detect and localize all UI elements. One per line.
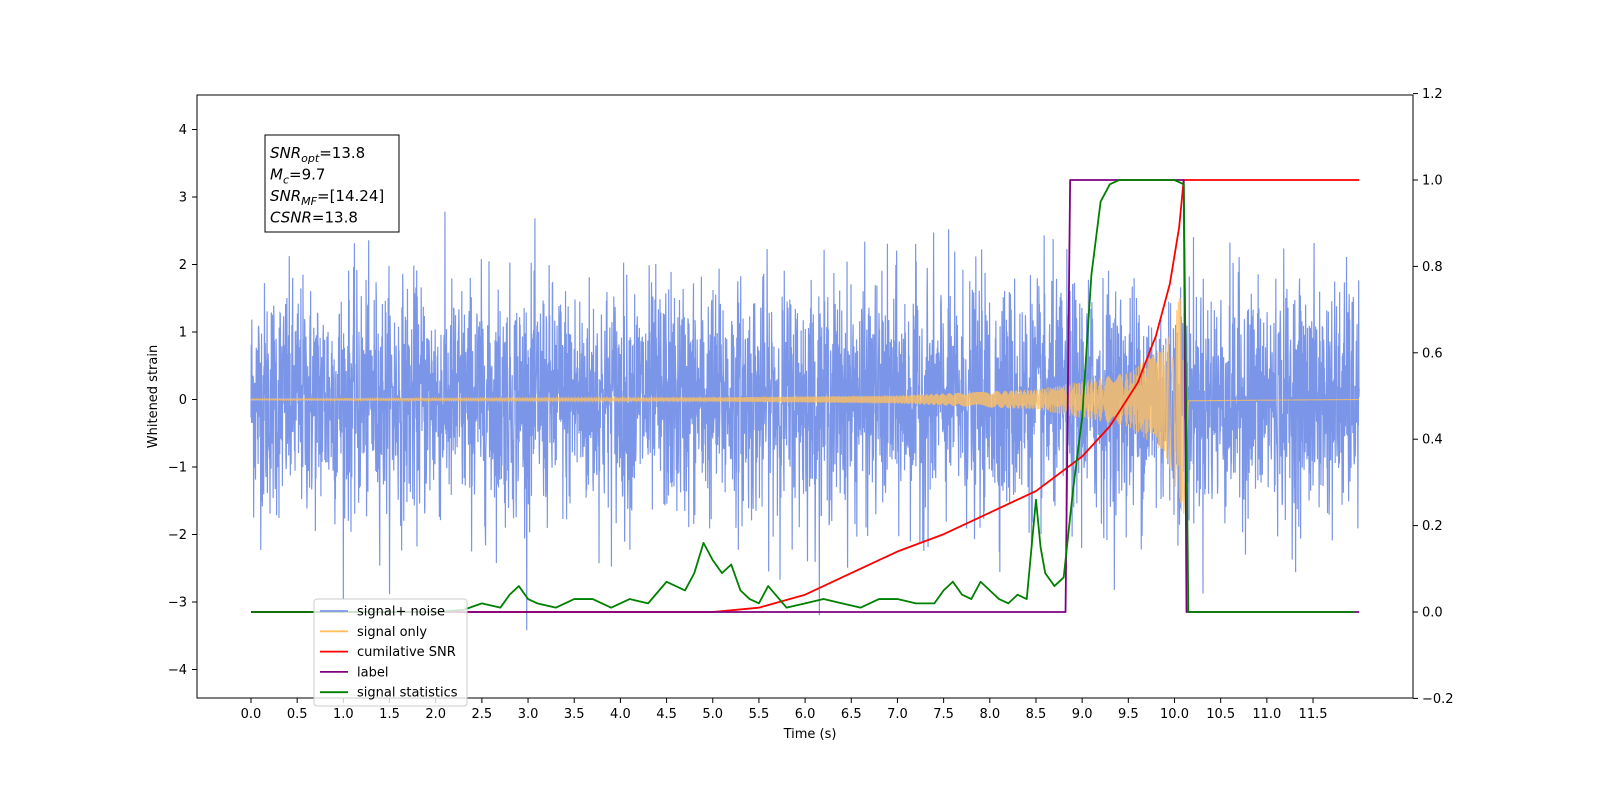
legend-label: signal only xyxy=(357,625,427,640)
y-tick-label: −1 xyxy=(168,461,187,476)
x-tick-label: 11.5 xyxy=(1299,707,1328,722)
y-tick-label: −2 xyxy=(168,528,187,543)
y-axis-label: Whitened strain xyxy=(146,345,161,448)
legend-label: cumilative SNR xyxy=(357,645,456,660)
y2-tick-label: 1.2 xyxy=(1422,87,1443,102)
x-tick-label: 7.0 xyxy=(887,707,908,722)
y2-tick-label: 1.0 xyxy=(1422,174,1443,189)
annotation-value: =9.7 xyxy=(289,166,325,184)
series-signal-noise-line xyxy=(250,211,1360,631)
x-tick-label: 3.5 xyxy=(564,707,585,722)
annotation-symbol: CSNR xyxy=(270,209,312,227)
x-tick-label: 2.0 xyxy=(425,707,446,722)
annotation-value: =13.8 xyxy=(319,144,365,162)
y2-tick-label: 0.6 xyxy=(1422,346,1443,361)
y-tick-label: 1 xyxy=(179,326,187,341)
annotation-symbol: SNR xyxy=(270,187,301,205)
legend-label: signal+ noise xyxy=(357,605,445,620)
x-tick-label: 9.0 xyxy=(1072,707,1093,722)
x-tick-label: 0.0 xyxy=(241,707,262,722)
x-tick-label: 1.0 xyxy=(333,707,354,722)
x-axis-label: Time (s) xyxy=(783,727,837,742)
y-tick-label: 2 xyxy=(179,258,187,273)
x-tick-label: 3.0 xyxy=(518,707,539,722)
legend-label: signal statistics xyxy=(357,686,458,701)
x-tick-label: 0.5 xyxy=(287,707,308,722)
legend: signal+ noise signal only cumilative SNR la… xyxy=(313,598,468,707)
y-tick-label: 3 xyxy=(179,191,187,206)
x-tick-label: 7.5 xyxy=(933,707,954,722)
x-tick-label: 5.5 xyxy=(749,707,770,722)
annotation-line: SNRopt=13.8 xyxy=(270,144,365,165)
series-cumilative-snr-line xyxy=(251,179,1360,613)
y2-tick-label: 0.8 xyxy=(1422,260,1443,275)
legend-frame xyxy=(313,598,468,707)
series-signal-only-line xyxy=(250,298,1360,514)
x-tick-label: 4.5 xyxy=(656,707,677,722)
x-tick-label: 8.0 xyxy=(979,707,1000,722)
y-tick-label: 0 xyxy=(179,393,187,408)
annotation-subscript: MF xyxy=(301,195,317,208)
annotation-line: SNRMF=[14.24] xyxy=(270,187,384,208)
x-tick-label: 8.5 xyxy=(1026,707,1047,722)
x-tick-label: 6.0 xyxy=(795,707,816,722)
y-tick-label: 4 xyxy=(179,123,187,138)
y2-tick-label: −0.2 xyxy=(1422,692,1454,707)
annotation-value: =[14.24] xyxy=(317,187,384,205)
annotation-value: =13.8 xyxy=(312,209,358,227)
y2-tick-label: 0.4 xyxy=(1422,433,1443,448)
annotation-symbol: SNR xyxy=(270,144,301,162)
x-tick-label: 10.0 xyxy=(1160,707,1189,722)
x-tick-label: 4.0 xyxy=(610,707,631,722)
x-tick-label: 2.5 xyxy=(472,707,493,722)
annotation-frame xyxy=(264,134,400,233)
x-tick-label: 11.0 xyxy=(1252,707,1281,722)
y2-tick-label: 0.2 xyxy=(1422,519,1443,534)
x-tick-label: 1.5 xyxy=(379,707,400,722)
annotation-line: Mc=9.7 xyxy=(270,166,325,187)
series-layer xyxy=(250,179,1360,631)
legend-label: label xyxy=(357,665,388,680)
annotation-line: CSNR=13.8 xyxy=(270,209,358,227)
y-tick-label: −3 xyxy=(168,596,187,611)
y2-tick-label: 0.0 xyxy=(1422,606,1443,621)
x-tick-label: 5.0 xyxy=(702,707,723,722)
x-tick-label: 10.5 xyxy=(1206,707,1235,722)
annotation-symbol: M xyxy=(270,166,283,184)
y-tick-label: −4 xyxy=(168,663,187,678)
annotation-subscript: opt xyxy=(301,152,320,165)
x-tick-label: 9.5 xyxy=(1118,707,1139,722)
series-signal-statistics-line xyxy=(251,179,1355,613)
annotation-subscript: c xyxy=(283,174,289,187)
axes-layer: 0.0 0.5 1.0 1.5 2.0 2.5 3.0 3.5 4.0 4.5 5.0 5.5 6.0 6… xyxy=(168,87,1454,722)
x-tick-label: 6.5 xyxy=(841,707,862,722)
